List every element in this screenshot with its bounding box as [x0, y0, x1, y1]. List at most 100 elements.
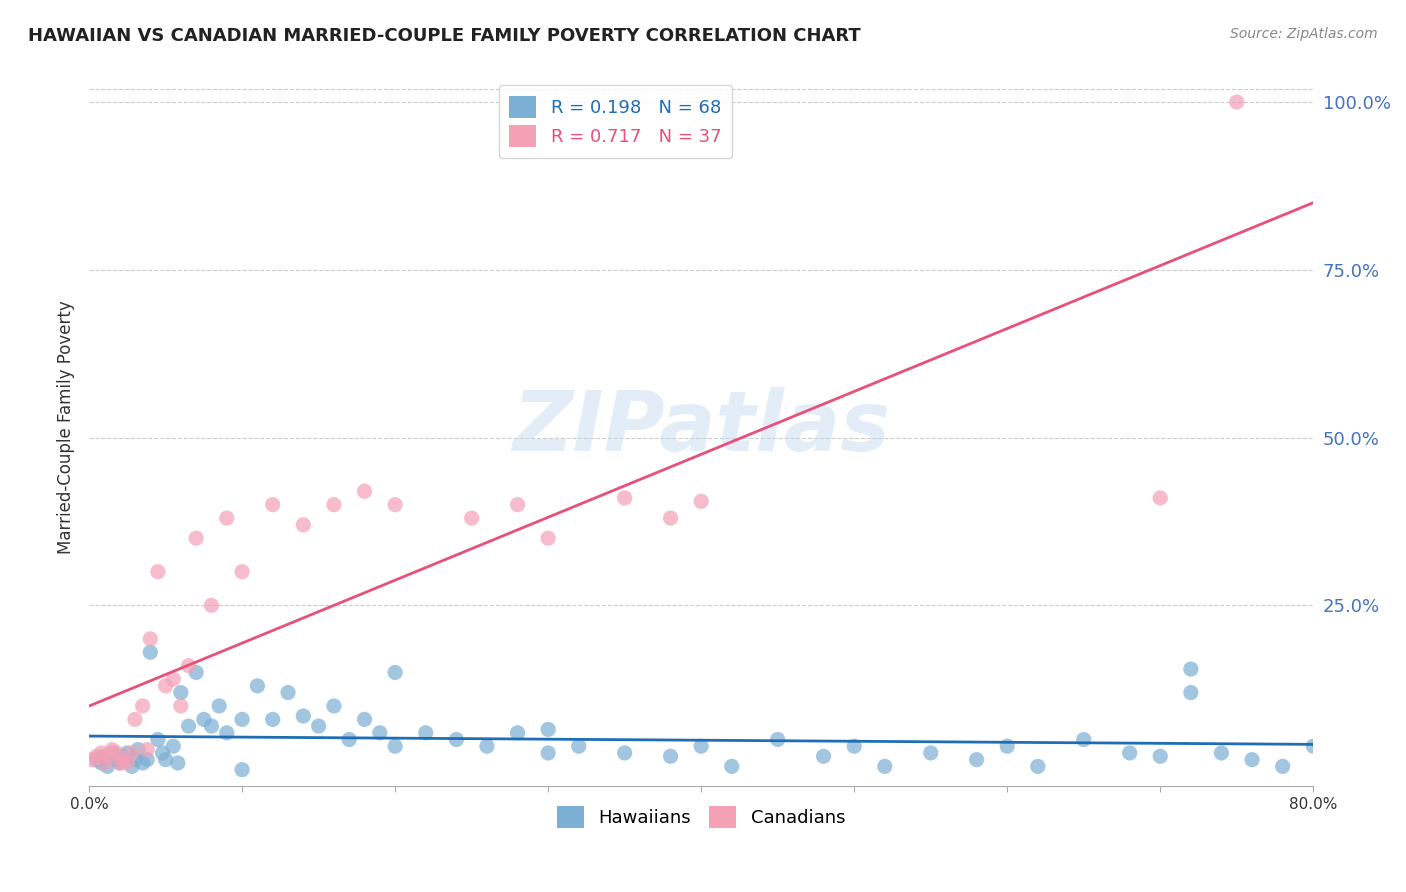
Point: [193, 712, 215, 726]
Point: [1226, 95, 1249, 109]
Point: [146, 732, 169, 747]
Point: [162, 739, 184, 754]
Point: [86, 753, 108, 767]
Point: [246, 679, 269, 693]
Point: [131, 698, 153, 713]
Point: [139, 632, 162, 646]
Point: [93, 749, 115, 764]
Point: [1149, 749, 1171, 764]
Point: [105, 746, 128, 760]
Point: [93, 756, 115, 770]
Point: [384, 498, 406, 512]
Point: [384, 665, 406, 680]
Point: [86, 749, 108, 764]
Point: [322, 498, 344, 512]
Point: [1118, 746, 1140, 760]
Point: [231, 712, 253, 726]
Point: [215, 511, 238, 525]
Point: [1180, 662, 1202, 676]
Point: [1211, 746, 1233, 760]
Point: [475, 739, 498, 754]
Point: [127, 742, 149, 756]
Point: [170, 698, 193, 713]
Point: [186, 531, 208, 545]
Point: [537, 531, 560, 545]
Point: [659, 749, 682, 764]
Point: [155, 753, 177, 767]
Point: [111, 753, 134, 767]
Point: [322, 698, 344, 713]
Point: [995, 739, 1018, 754]
Point: [537, 723, 560, 737]
Point: [90, 756, 112, 770]
Point: [1271, 759, 1294, 773]
Point: [813, 749, 835, 764]
Point: [200, 599, 222, 613]
Point: [208, 698, 231, 713]
Point: [152, 746, 174, 760]
Point: [136, 753, 159, 767]
Point: [121, 759, 143, 773]
Point: [292, 517, 315, 532]
Point: [1241, 753, 1264, 767]
Point: [1073, 732, 1095, 747]
Point: [506, 726, 529, 740]
Point: [82, 753, 104, 767]
Point: [162, 672, 184, 686]
Point: [966, 753, 988, 767]
Point: [111, 749, 134, 764]
Point: [177, 658, 200, 673]
Point: [166, 756, 188, 770]
Point: [231, 763, 253, 777]
Point: [131, 756, 153, 770]
Point: [720, 759, 742, 773]
Point: [506, 498, 529, 512]
Point: [659, 511, 682, 525]
Text: HAWAIIAN VS CANADIAN MARRIED-COUPLE FAMILY POVERTY CORRELATION CHART: HAWAIIAN VS CANADIAN MARRIED-COUPLE FAMI…: [28, 27, 860, 45]
Point: [368, 726, 391, 740]
Y-axis label: Married-Couple Family Poverty: Married-Couple Family Poverty: [58, 301, 75, 554]
Point: [177, 719, 200, 733]
Point: [1302, 739, 1324, 754]
Point: [117, 746, 139, 760]
Point: [353, 712, 375, 726]
Point: [170, 685, 193, 699]
Point: [613, 746, 636, 760]
Point: [844, 739, 866, 754]
Point: [337, 732, 360, 747]
Point: [96, 759, 118, 773]
Point: [124, 753, 146, 767]
Point: [415, 726, 437, 740]
Point: [155, 679, 177, 693]
Point: [101, 746, 124, 760]
Point: [446, 732, 468, 747]
Point: [231, 565, 253, 579]
Point: [292, 709, 315, 723]
Point: [146, 565, 169, 579]
Point: [136, 742, 159, 756]
Point: [139, 645, 162, 659]
Point: [121, 746, 143, 760]
Text: ZIPatlas: ZIPatlas: [512, 387, 890, 468]
Point: [873, 759, 896, 773]
Point: [384, 739, 406, 754]
Point: [262, 712, 284, 726]
Point: [537, 746, 560, 760]
Point: [568, 739, 591, 754]
Point: [262, 498, 284, 512]
Point: [96, 749, 118, 764]
Point: [277, 685, 299, 699]
Point: [1149, 491, 1171, 505]
Point: [200, 719, 222, 733]
Legend: Hawaiians, Canadians: Hawaiians, Canadians: [550, 798, 852, 835]
Point: [117, 756, 139, 770]
Point: [353, 484, 375, 499]
Point: [690, 494, 713, 508]
Point: [101, 742, 124, 756]
Text: Source: ZipAtlas.com: Source: ZipAtlas.com: [1230, 27, 1378, 41]
Point: [215, 726, 238, 740]
Point: [105, 753, 128, 767]
Point: [308, 719, 330, 733]
Point: [124, 712, 146, 726]
Point: [1180, 685, 1202, 699]
